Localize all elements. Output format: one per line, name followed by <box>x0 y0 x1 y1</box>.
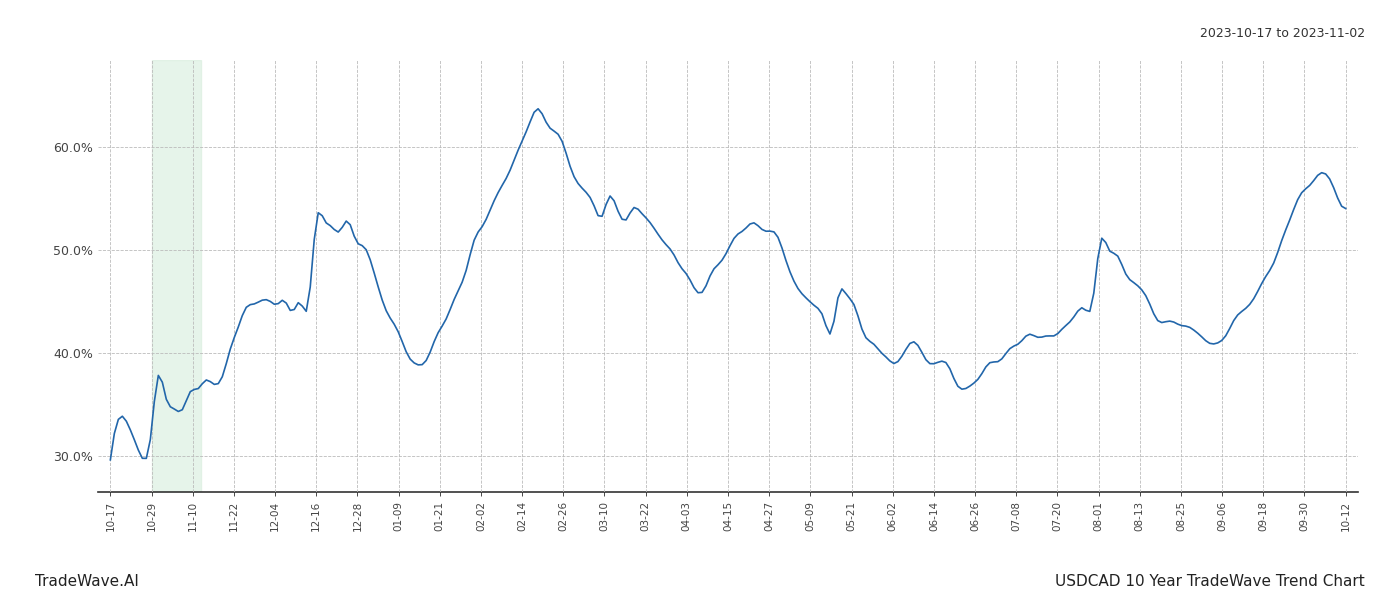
Bar <box>151 60 202 492</box>
Text: 2023-10-17 to 2023-11-02: 2023-10-17 to 2023-11-02 <box>1200 27 1365 40</box>
Text: TradeWave.AI: TradeWave.AI <box>35 574 139 589</box>
Text: USDCAD 10 Year TradeWave Trend Chart: USDCAD 10 Year TradeWave Trend Chart <box>1056 574 1365 589</box>
